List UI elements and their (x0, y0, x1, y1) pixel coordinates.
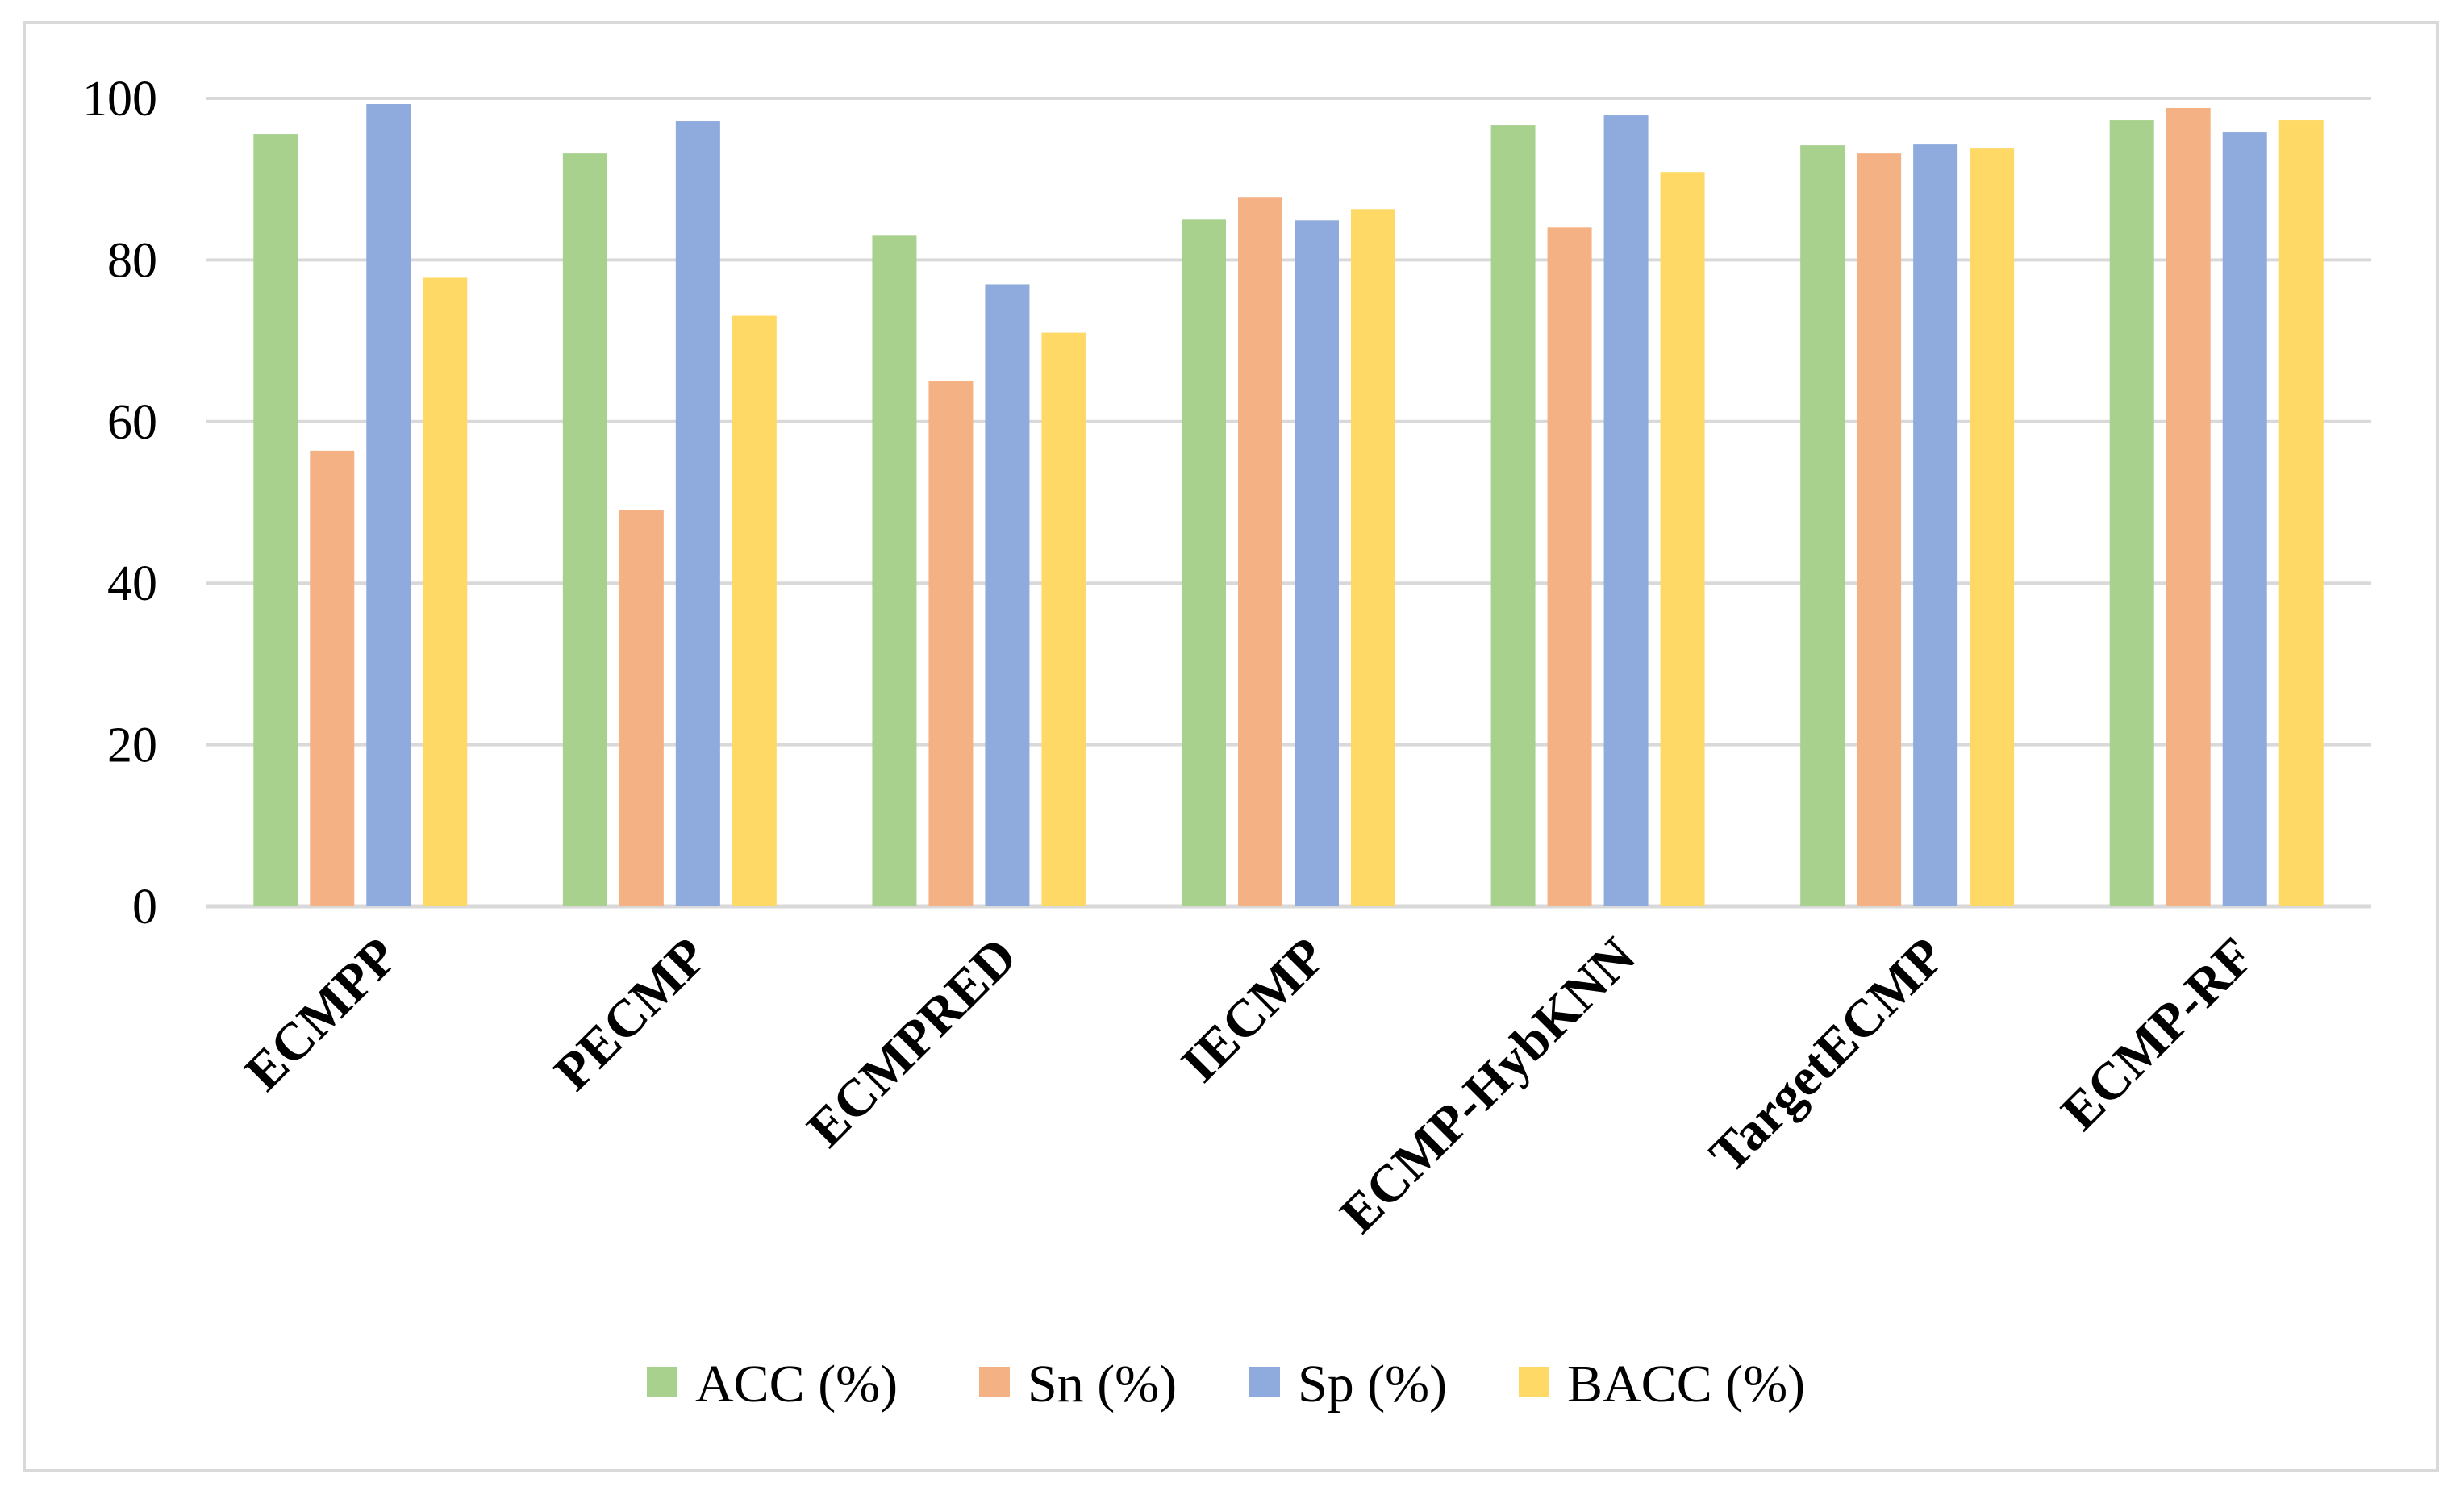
bar-acc-ecmp-hybknn (1490, 125, 1536, 907)
bar-sn-ecmpred (928, 381, 974, 906)
x-category-label: TargetECMP (1699, 926, 1956, 1184)
bar-sn-ecmpp (310, 450, 355, 906)
bar-sp-iecmp (1295, 220, 1339, 906)
bar-acc-ecmp-rf (2109, 120, 2154, 906)
legend-item: BACC (%) (1519, 1355, 1805, 1414)
legend-label: ACC (%) (695, 1355, 898, 1414)
legend-label: BACC (%) (1567, 1355, 1805, 1414)
bar-bacc-ecmpred (1041, 332, 1086, 907)
gridlines (206, 97, 2371, 909)
y-tick-label: 40 (107, 556, 157, 611)
bar-sp-ecmp-rf (2222, 132, 2267, 907)
legend-item: Sn (%) (979, 1355, 1177, 1414)
x-category-label: ECMP-HybKNN (1329, 926, 1647, 1244)
legend-item: ACC (%) (647, 1355, 898, 1414)
y-tick-label: 0 (132, 880, 157, 935)
bar-bacc-ecmp-hybknn (1660, 172, 1705, 906)
bar-acc-targetecmp (1800, 145, 1845, 907)
x-category-label: PECMP (543, 926, 719, 1102)
bar-sn-pecmp (619, 510, 664, 906)
bar-acc-iecmp (1182, 219, 1226, 906)
bar-sn-targetecmp (1857, 153, 1902, 907)
bar-sp-ecmpred (985, 284, 1030, 907)
bar-sn-ecmp-rf (2166, 108, 2211, 907)
x-category-label: IECMP (1170, 926, 1337, 1093)
y-tick-label: 60 (107, 395, 157, 450)
legend-swatch (1519, 1367, 1549, 1397)
x-category-label: ECMP-RF (2050, 926, 2266, 1142)
legend-item: Sp (%) (1249, 1355, 1447, 1414)
legend: ACC (%) Sn (%) Sp (%) BACC (%) (647, 1355, 1805, 1414)
legend-swatch (647, 1367, 677, 1397)
bar-sp-targetecmp (1913, 144, 1958, 906)
bar-sn-iecmp (1238, 197, 1282, 906)
y-tick-label: 80 (107, 233, 157, 288)
x-category-label: ECMPRED (796, 926, 1028, 1159)
bar-sn-ecmp-hybknn (1547, 227, 1592, 906)
bar-bacc-ecmpp (423, 277, 468, 907)
legend-label: Sn (%) (1028, 1355, 1177, 1414)
bar-sp-pecmp (675, 121, 720, 906)
bar-sp-ecmp-hybknn (1603, 115, 1649, 907)
y-tick-label: 100 (82, 72, 157, 127)
bar-acc-ecmpred (872, 235, 917, 907)
y-tick-label: 20 (107, 718, 157, 773)
y-axis-ticks: 0 20 40 60 80 100 (82, 72, 157, 935)
legend-swatch (979, 1367, 1010, 1397)
bars (253, 104, 2324, 907)
bar-sp-ecmpp (366, 104, 411, 906)
legend-swatch (1249, 1367, 1280, 1397)
bar-bacc-ecmp-rf (2278, 120, 2324, 906)
bar-bacc-pecmp (732, 315, 777, 907)
bar-acc-pecmp (562, 153, 607, 907)
bar-bacc-targetecmp (1970, 148, 2015, 906)
bar-acc-ecmpp (253, 134, 298, 906)
x-category-label: ECMPP (234, 926, 410, 1102)
bar-bacc-iecmp (1351, 209, 1395, 906)
legend-label: Sp (%) (1298, 1355, 1447, 1414)
